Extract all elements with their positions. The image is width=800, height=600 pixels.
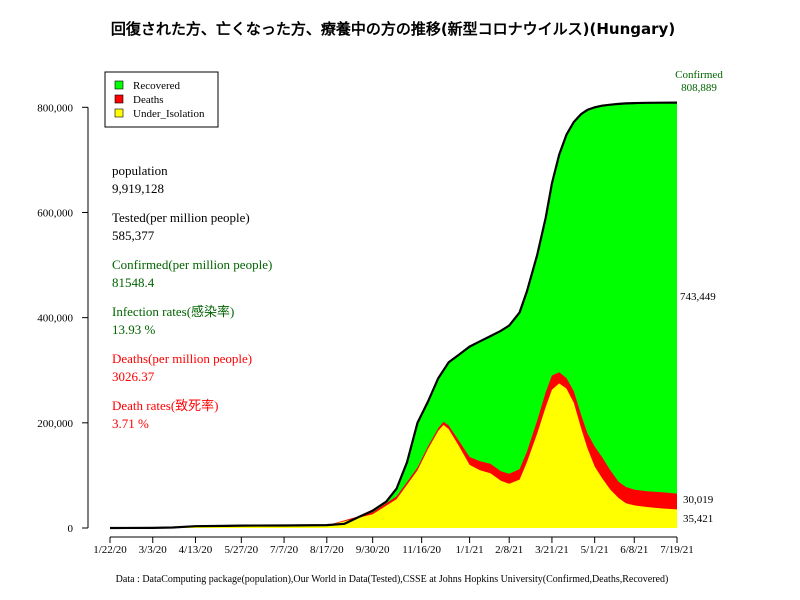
y-tick-label: 800,000 [37, 102, 73, 114]
chart-title: 回復された方、亡くなった方、療養中の方の推移(新型コロナウイルス)(Hungar… [111, 20, 675, 38]
x-tick-label: 8/17/20 [310, 544, 344, 556]
x-tick-label: 7/19/21 [660, 544, 694, 556]
x-tick-label: 7/7/20 [270, 544, 299, 556]
x-tick-label: 6/8/21 [620, 544, 648, 556]
recovered-value-label: 743,449 [680, 291, 716, 303]
confirmed-value-label: 808,889 [681, 82, 717, 94]
stat-death-rate-value: 3.71 % [112, 416, 149, 431]
y-tick-label: 400,000 [37, 313, 73, 325]
x-tick-label: 2/8/21 [495, 544, 523, 556]
x-tick-label: 3/3/20 [139, 544, 168, 556]
legend-swatch-recovered [114, 80, 124, 90]
legend-swatch-under-isolation [114, 108, 124, 118]
y-tick-label: 200,000 [37, 418, 73, 430]
legend-label-deaths: Deaths [133, 94, 164, 106]
x-tick-label: 9/30/20 [356, 544, 390, 556]
legend: Recovered Deaths Under_Isolation [104, 71, 219, 128]
stat-population-label: population [112, 163, 168, 178]
x-tick-label: 5/1/21 [581, 544, 609, 556]
stats-block: population 9,919,128 Tested(per million … [112, 163, 272, 431]
stat-deaths-label: Deaths(per million people) [112, 351, 252, 366]
axes: 0 200,000 400,000 600,000 800,000 1/22/20 3/3/… [37, 102, 694, 556]
x-tick-label: 3/21/21 [535, 544, 569, 556]
stat-death-rate-label: Death rates(致死率) [112, 398, 219, 413]
stat-population-value: 9,919,128 [112, 181, 164, 196]
x-tick-label: 5/27/20 [225, 544, 259, 556]
legend-label-recovered: Recovered [133, 80, 181, 92]
stat-confirmed-label: Confirmed(per million people) [112, 257, 272, 272]
plot-area [109, 101, 678, 530]
x-tick-label: 11/16/20 [402, 544, 441, 556]
stat-tested-label: Tested(per million people) [112, 210, 250, 225]
stat-deaths-value: 3026.37 [112, 369, 155, 384]
legend-box [104, 71, 219, 128]
legend-swatch-deaths [114, 94, 124, 104]
isolation-value-label: 35,421 [683, 513, 713, 525]
stat-tested-value: 585,377 [112, 228, 155, 243]
stat-infection-rate-value: 13.93 % [112, 322, 156, 337]
y-tick-label: 600,000 [37, 207, 73, 219]
x-tick-label: 4/13/20 [179, 544, 213, 556]
line-confirmed [109, 101, 678, 530]
area-under-isolation [110, 383, 677, 528]
source-note: Data : DataComputing package(population)… [116, 574, 669, 585]
right-labels: Confirmed 808,889 743,449 30,019 35,421 [675, 69, 723, 525]
confirmed-title-label: Confirmed [675, 69, 723, 81]
x-tick-label: 1/22/20 [93, 544, 127, 556]
deaths-value-label: 30,019 [683, 494, 714, 506]
stat-confirmed-value: 81548.4 [112, 275, 155, 290]
stat-infection-rate-label: Infection rates(感染率) [112, 304, 234, 319]
y-tick-label: 0 [68, 523, 74, 535]
area-recovered [110, 102, 677, 528]
legend-label-under-isolation: Under_Isolation [133, 108, 205, 120]
x-tick-label: 1/1/21 [456, 544, 484, 556]
